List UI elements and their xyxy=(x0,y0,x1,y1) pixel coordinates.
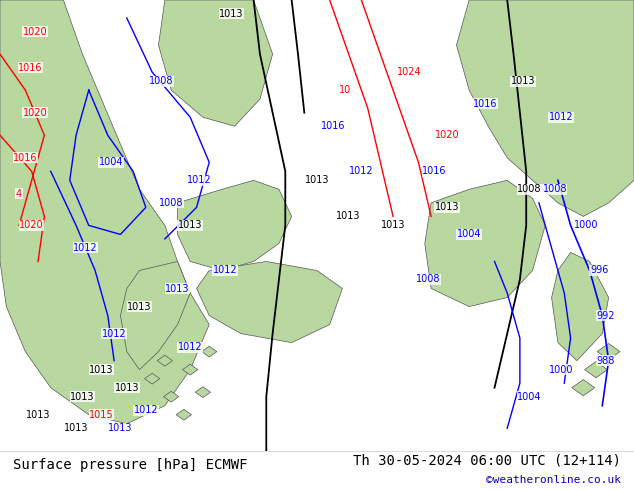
Text: 1013: 1013 xyxy=(165,284,190,294)
Text: 1004: 1004 xyxy=(517,392,541,402)
Text: 1013: 1013 xyxy=(26,410,50,420)
Text: 1024: 1024 xyxy=(397,67,421,77)
Text: 1020: 1020 xyxy=(435,130,459,140)
Text: 1012: 1012 xyxy=(549,112,573,122)
Text: 1013: 1013 xyxy=(70,392,94,402)
Text: 1013: 1013 xyxy=(435,202,459,212)
Text: 1016: 1016 xyxy=(13,153,37,163)
Text: 996: 996 xyxy=(590,266,608,275)
Text: 1008: 1008 xyxy=(543,184,567,195)
Text: 1016: 1016 xyxy=(473,98,497,109)
Text: 1013: 1013 xyxy=(381,220,405,230)
Text: 1012: 1012 xyxy=(213,266,237,275)
Text: 1013: 1013 xyxy=(337,211,361,221)
Text: 1012: 1012 xyxy=(102,329,126,339)
Text: 1013: 1013 xyxy=(127,301,152,312)
Text: 1004: 1004 xyxy=(99,157,123,167)
Text: 1008: 1008 xyxy=(150,76,174,86)
Text: 1016: 1016 xyxy=(321,121,345,131)
Text: Surface pressure [hPa] ECMWF: Surface pressure [hPa] ECMWF xyxy=(13,458,247,471)
Text: 1020: 1020 xyxy=(20,220,44,230)
Text: 10: 10 xyxy=(339,85,352,95)
Text: 4: 4 xyxy=(16,189,22,199)
Text: 1016: 1016 xyxy=(18,63,42,73)
Text: 1013: 1013 xyxy=(511,76,535,86)
Text: 1012: 1012 xyxy=(134,405,158,415)
Text: 1004: 1004 xyxy=(457,229,481,240)
Text: Th 30-05-2024 06:00 UTC (12+114): Th 30-05-2024 06:00 UTC (12+114) xyxy=(353,454,621,467)
Text: 1013: 1013 xyxy=(219,8,243,19)
Text: 1012: 1012 xyxy=(349,166,373,176)
Text: 1000: 1000 xyxy=(549,365,573,375)
Text: 1013: 1013 xyxy=(89,365,113,375)
Text: 1013: 1013 xyxy=(178,220,202,230)
Text: 1013: 1013 xyxy=(108,423,133,433)
Text: 1016: 1016 xyxy=(422,166,446,176)
Text: 1008: 1008 xyxy=(416,274,440,285)
Text: 1020: 1020 xyxy=(23,26,47,37)
Text: 1012: 1012 xyxy=(188,175,212,185)
Text: 1020: 1020 xyxy=(23,108,47,118)
Text: 1013: 1013 xyxy=(64,423,88,433)
Text: 1012: 1012 xyxy=(74,243,98,253)
Text: 1013: 1013 xyxy=(115,383,139,392)
Text: 988: 988 xyxy=(597,356,614,366)
Text: 992: 992 xyxy=(596,311,615,320)
Text: 1008: 1008 xyxy=(159,198,183,208)
Text: 1000: 1000 xyxy=(574,220,598,230)
Text: 1012: 1012 xyxy=(178,342,202,352)
Text: 1013: 1013 xyxy=(305,175,329,185)
Text: ©weatheronline.co.uk: ©weatheronline.co.uk xyxy=(486,475,621,485)
Text: 1015: 1015 xyxy=(89,410,113,420)
Text: 1008: 1008 xyxy=(517,184,541,195)
